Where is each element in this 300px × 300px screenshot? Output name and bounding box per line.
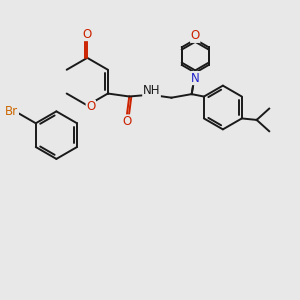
Text: O: O — [86, 100, 95, 113]
Text: NH: NH — [143, 84, 160, 98]
Text: O: O — [190, 29, 200, 42]
Text: O: O — [122, 115, 131, 128]
Text: Br: Br — [5, 105, 18, 118]
Text: N: N — [191, 72, 200, 85]
Text: O: O — [82, 28, 92, 40]
